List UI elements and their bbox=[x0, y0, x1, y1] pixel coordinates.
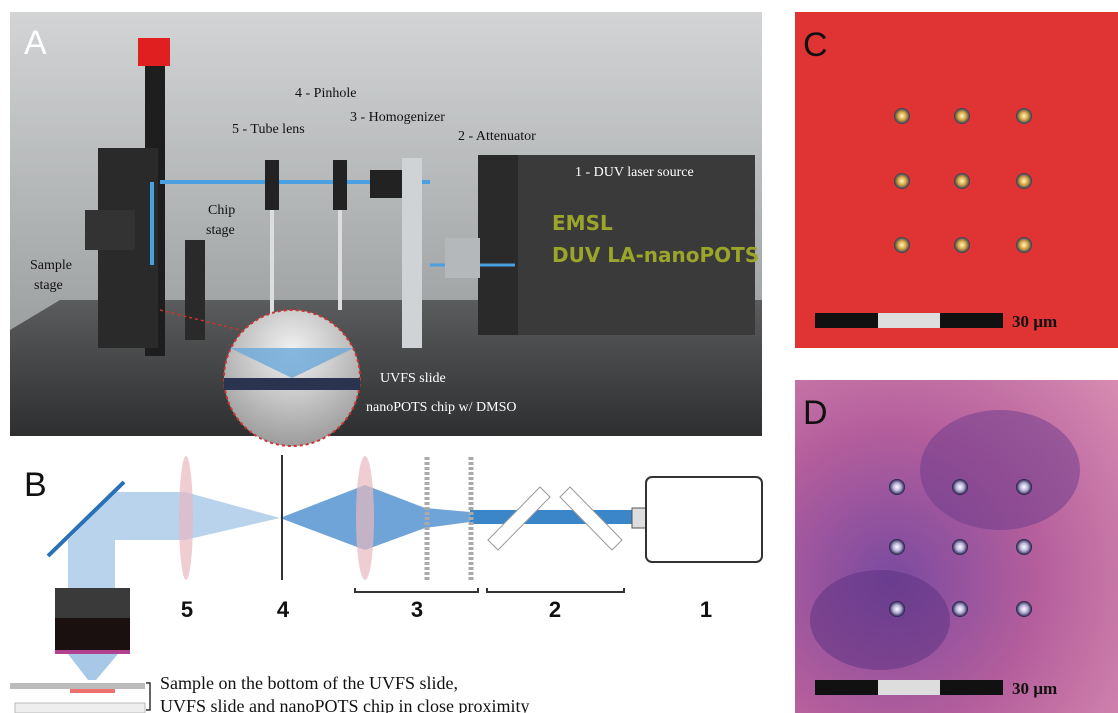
panel-label: D bbox=[803, 394, 828, 432]
component-number: 5 bbox=[181, 597, 193, 622]
slide bbox=[10, 683, 145, 689]
laser-grille bbox=[478, 155, 518, 335]
scale-bar bbox=[878, 313, 940, 328]
panel-label: B bbox=[24, 466, 47, 504]
annotation: 2 - Attenuator bbox=[458, 129, 536, 144]
slide-layer bbox=[224, 378, 360, 390]
beam bbox=[280, 485, 470, 550]
bracket bbox=[355, 588, 478, 592]
ablation-spot bbox=[954, 108, 970, 124]
scale-bar-label: 30 µm bbox=[1012, 679, 1057, 698]
ablation-spot bbox=[1016, 479, 1032, 495]
panel-label: C bbox=[803, 26, 828, 64]
ablation-spot bbox=[1016, 173, 1032, 189]
annotation: UVFS slide bbox=[380, 371, 446, 386]
lens bbox=[356, 456, 374, 580]
ablation-spot bbox=[1016, 237, 1032, 253]
attenuator bbox=[445, 238, 480, 278]
ablation-spot bbox=[889, 539, 905, 555]
annotation: 5 - Tube lens bbox=[232, 122, 305, 137]
annotation: Chip bbox=[208, 203, 235, 218]
component-number: 2 bbox=[549, 597, 561, 622]
lens bbox=[179, 456, 193, 580]
ablation-spot bbox=[952, 601, 968, 617]
laser-box bbox=[646, 477, 762, 562]
annotation: stage bbox=[206, 223, 235, 238]
ablation-spot bbox=[894, 108, 910, 124]
caption: UVFS slide and nanoPOTS chip in close pr… bbox=[160, 696, 529, 713]
stage-knob bbox=[85, 210, 135, 250]
figure: A 1 - DUV laser source 2 - Attenuator 3 … bbox=[0, 0, 1118, 713]
objective-ring bbox=[55, 650, 130, 654]
chip bbox=[15, 703, 145, 713]
caption: Sample on the bottom of the UVFS slide, bbox=[160, 673, 458, 693]
scale-bar-label: 30 µm bbox=[1012, 312, 1057, 331]
tissue-cell bbox=[810, 570, 950, 670]
tube-lens-mount bbox=[265, 160, 279, 210]
sample bbox=[70, 689, 115, 693]
annotation: stage bbox=[34, 278, 63, 293]
ablation-spot bbox=[954, 173, 970, 189]
ablation-spot bbox=[954, 237, 970, 253]
bracket bbox=[487, 588, 624, 592]
ablation-spot bbox=[894, 173, 910, 189]
beam bbox=[68, 654, 118, 680]
annotation: Sample bbox=[30, 258, 72, 273]
annotation: nanoPOTS chip w/ DMSO bbox=[366, 400, 517, 415]
panel-b: B 5 4 3 2 1 Sample on the bottom of the … bbox=[10, 455, 762, 713]
panel-a: A 1 - DUV laser source 2 - Attenuator 3 … bbox=[10, 12, 762, 446]
objective bbox=[55, 618, 130, 650]
component-number: 1 bbox=[700, 597, 712, 622]
ablation-spot bbox=[1016, 539, 1032, 555]
beam bbox=[470, 510, 640, 524]
post bbox=[402, 158, 422, 348]
objective bbox=[55, 588, 130, 618]
annotation: 4 - Pinhole bbox=[295, 86, 356, 101]
annotation: 1 - DUV laser source bbox=[575, 165, 694, 180]
brand-text: EMSL bbox=[552, 211, 613, 235]
component-number: 4 bbox=[277, 597, 290, 622]
annotation: 3 - Homogenizer bbox=[350, 110, 445, 125]
bracket bbox=[146, 683, 150, 710]
component-number: 3 bbox=[411, 597, 423, 622]
ablation-spot bbox=[889, 479, 905, 495]
ablation-spot bbox=[1016, 108, 1032, 124]
scale-bar bbox=[878, 680, 940, 695]
tissue-cell bbox=[920, 410, 1080, 530]
ablation-spot bbox=[894, 237, 910, 253]
camera bbox=[138, 38, 170, 66]
chip-stage-block bbox=[185, 240, 205, 340]
panel-d: D 30 µm bbox=[795, 380, 1118, 713]
pinhole-mount bbox=[333, 160, 347, 210]
ablation-spot bbox=[952, 479, 968, 495]
ablation-spot bbox=[952, 539, 968, 555]
laser-port bbox=[632, 508, 646, 528]
panel-c: C 30 µm bbox=[795, 12, 1118, 348]
brand-text: DUV LA-nanoPOTS bbox=[552, 243, 759, 267]
ablation-spot bbox=[889, 601, 905, 617]
panel-label: A bbox=[24, 24, 47, 62]
ablation-spot bbox=[1016, 601, 1032, 617]
